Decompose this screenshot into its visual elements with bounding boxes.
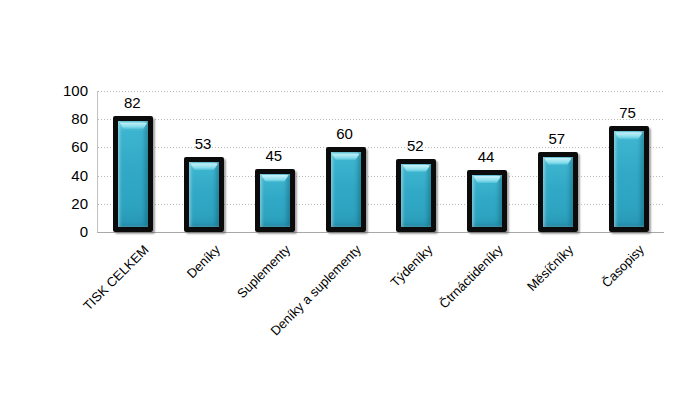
bar-Časopisy bbox=[609, 126, 649, 232]
gridline-20 bbox=[98, 204, 664, 205]
bar-Deníky a suplementy bbox=[326, 147, 366, 232]
plot-area bbox=[97, 91, 664, 233]
bar-Týdeníky bbox=[396, 159, 436, 232]
category-label: Týdeníky bbox=[387, 242, 435, 290]
y-tick-label-100: 100 bbox=[0, 82, 88, 100]
bar-value-label: 53 bbox=[195, 135, 212, 153]
gridline-100 bbox=[98, 91, 664, 92]
category-label: TISK CELKEM bbox=[81, 242, 152, 313]
y-tick-label-0: 0 bbox=[0, 223, 88, 241]
category-label: Deníky bbox=[184, 242, 223, 281]
bar-value-label: 60 bbox=[336, 125, 353, 143]
bar-value-label: 52 bbox=[407, 137, 424, 155]
bar-Čtrnáctideníky bbox=[467, 170, 507, 232]
bar-chart-figure: 0 20 40 60 80 100 82 53 45 60 52 44 57 75 TISK CELKE… bbox=[0, 0, 700, 417]
bar-value-label: 75 bbox=[619, 104, 636, 122]
gridline-80 bbox=[98, 119, 664, 120]
bar-value-label: 82 bbox=[124, 94, 141, 112]
gridline-40 bbox=[98, 176, 664, 177]
bar-Měsíčníky bbox=[538, 152, 578, 232]
y-tick-label-60: 60 bbox=[0, 138, 88, 156]
category-label: Časopisy bbox=[599, 242, 647, 290]
category-label: Suplementy bbox=[234, 242, 293, 301]
category-label: Čtrnáctideníky bbox=[436, 242, 505, 311]
bar-value-label: 45 bbox=[266, 147, 283, 165]
category-label: Měsíčníky bbox=[524, 242, 576, 294]
bar-value-label: 57 bbox=[549, 130, 566, 148]
y-tick-label-20: 20 bbox=[0, 195, 88, 213]
y-tick-label-80: 80 bbox=[0, 110, 88, 128]
bar-value-label: 44 bbox=[478, 148, 495, 166]
gridline-60 bbox=[98, 147, 664, 148]
bar-Suplementy bbox=[255, 169, 295, 232]
bar-Deníky bbox=[184, 157, 224, 232]
bar-TISK CELKEM bbox=[113, 116, 153, 232]
bar-chart: 0 20 40 60 80 100 82 53 45 60 52 44 57 75 TISK CELKE… bbox=[0, 0, 700, 417]
y-tick-label-40: 40 bbox=[0, 167, 88, 185]
